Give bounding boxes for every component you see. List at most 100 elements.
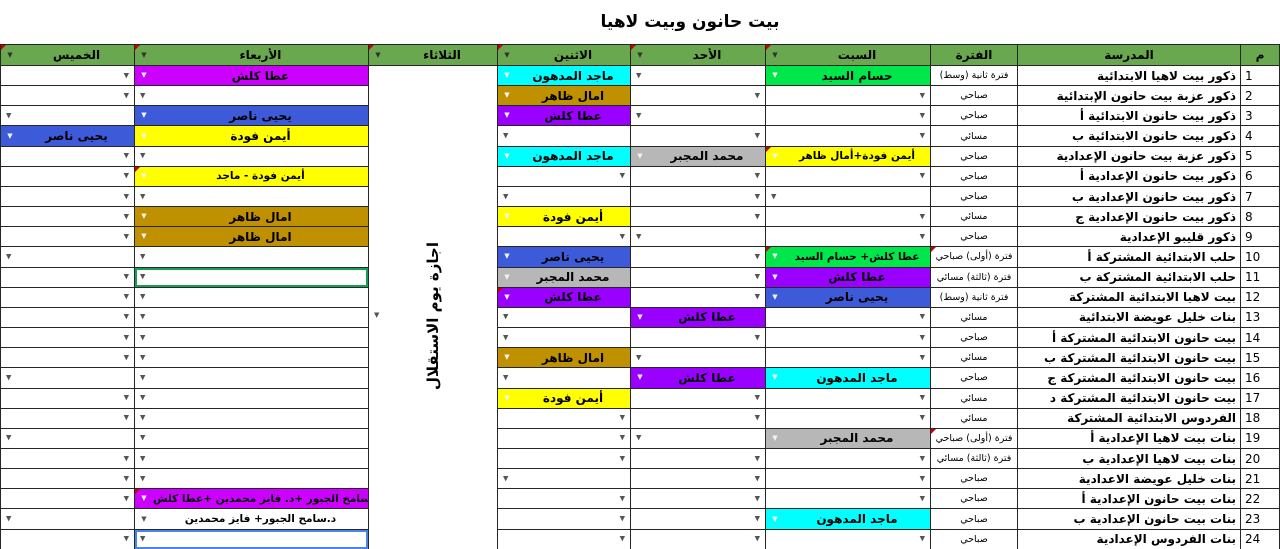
- dropdown-arrow-icon[interactable]: ▼: [140, 454, 146, 463]
- cell-dropdown-button[interactable]: ▼: [135, 126, 153, 145]
- dropdown-arrow-icon[interactable]: ▼: [504, 212, 510, 221]
- dropdown-arrow-icon[interactable]: ▼: [919, 413, 925, 422]
- assignment-cell[interactable]: ▼: [1, 469, 134, 490]
- assignment-cell[interactable]: ▼: [766, 166, 930, 187]
- assignment-cell[interactable]: ▼ ماجد المدهون: [766, 509, 930, 530]
- filter-dropdown-button[interactable]: ▼: [369, 45, 387, 65]
- assignment-cell[interactable]: ▼: [135, 428, 368, 449]
- dropdown-arrow-icon[interactable]: ▼: [504, 272, 510, 281]
- assignment-cell[interactable]: ▼: [631, 509, 765, 530]
- assignment-cell[interactable]: ▼: [135, 529, 368, 549]
- dropdown-arrow-icon[interactable]: ▼: [919, 131, 925, 140]
- assignment-cell[interactable]: ▼: [631, 428, 765, 449]
- dropdown-arrow-icon[interactable]: ▼: [754, 474, 760, 483]
- dropdown-arrow-icon[interactable]: ▼: [754, 454, 760, 463]
- assignment-cell[interactable]: ▼: [135, 328, 368, 349]
- dropdown-arrow-icon[interactable]: ▼: [140, 91, 146, 100]
- assignment-cell[interactable]: ▼: [498, 509, 630, 530]
- cell-dropdown-button[interactable]: ▼: [135, 227, 153, 246]
- dropdown-arrow-icon[interactable]: ▼: [504, 111, 510, 120]
- assignment-cell[interactable]: ▼ د.سامح الجبور +د. فايز محمدين +عطا كلش: [135, 489, 368, 510]
- dropdown-arrow-icon[interactable]: ▼: [919, 212, 925, 221]
- assignment-cell[interactable]: ▼ امال ظاهر: [135, 207, 368, 228]
- dropdown-arrow-icon[interactable]: ▼: [6, 433, 12, 442]
- dropdown-arrow-icon[interactable]: ▼: [140, 333, 146, 342]
- assignment-cell[interactable]: ▼: [498, 469, 630, 490]
- dropdown-arrow-icon[interactable]: ▼: [636, 433, 642, 442]
- assignment-cell[interactable]: ▼: [1, 509, 134, 530]
- dropdown-arrow-icon[interactable]: ▼: [754, 292, 760, 301]
- assignment-cell[interactable]: ▼: [1, 66, 134, 87]
- assignment-cell[interactable]: ▼: [1, 287, 134, 308]
- cell-dropdown-button[interactable]: ▼: [498, 389, 516, 408]
- cell-dropdown-button[interactable]: ▼: [498, 207, 516, 226]
- assignment-cell[interactable]: ▼: [631, 247, 765, 268]
- assignment-cell[interactable]: ▼ د.سامح الجبور+ فايز محمدين: [135, 509, 368, 530]
- dropdown-arrow-icon[interactable]: ▼: [140, 151, 146, 160]
- dropdown-arrow-icon[interactable]: ▼: [919, 171, 925, 180]
- dropdown-arrow-icon[interactable]: ▼: [504, 50, 510, 59]
- assignment-cell[interactable]: ▼: [135, 86, 368, 107]
- assignment-cell[interactable]: ▼: [766, 469, 930, 490]
- dropdown-arrow-icon[interactable]: ▼: [140, 534, 146, 543]
- assignment-cell[interactable]: ▼: [766, 529, 930, 549]
- dropdown-arrow-icon[interactable]: ▼: [123, 413, 129, 422]
- dropdown-arrow-icon[interactable]: ▼: [141, 71, 147, 80]
- dropdown-arrow-icon[interactable]: ▼: [754, 514, 760, 523]
- assignment-cell[interactable]: ▼ ماجد المدهون: [498, 66, 630, 87]
- assignment-cell[interactable]: ▼: [631, 227, 765, 248]
- dropdown-arrow-icon[interactable]: ▼: [636, 71, 642, 80]
- dropdown-arrow-icon[interactable]: ▼: [140, 272, 146, 281]
- assignment-cell[interactable]: ▼: [631, 66, 765, 87]
- dropdown-arrow-icon[interactable]: ▼: [754, 272, 760, 281]
- dropdown-arrow-icon[interactable]: ▼: [919, 353, 925, 362]
- assignment-cell[interactable]: ▼: [1, 388, 134, 409]
- dropdown-arrow-icon[interactable]: ▼: [123, 212, 129, 221]
- dropdown-arrow-icon[interactable]: ▼: [919, 474, 925, 483]
- cell-dropdown-button[interactable]: ▼: [135, 106, 153, 125]
- assignment-cell[interactable]: ▼: [766, 207, 930, 228]
- dropdown-arrow-icon[interactable]: ▼: [123, 353, 129, 362]
- assignment-cell[interactable]: ▼ محمد المجبر: [631, 146, 765, 167]
- assignment-cell[interactable]: ▼ أيمن فودة: [498, 388, 630, 409]
- cell-dropdown-button[interactable]: ▼: [1, 126, 19, 145]
- dropdown-arrow-icon[interactable]: ▼: [6, 514, 12, 523]
- dropdown-arrow-icon[interactable]: ▼: [503, 192, 509, 201]
- dropdown-arrow-icon[interactable]: ▼: [123, 91, 129, 100]
- assignment-cell[interactable]: ▼: [498, 166, 630, 187]
- assignment-cell[interactable]: ▼ يحيى ناصر: [766, 287, 930, 308]
- assignment-cell[interactable]: ▼: [631, 86, 765, 107]
- cell-dropdown-button[interactable]: ▼: [135, 509, 153, 528]
- cell-dropdown-button[interactable]: ▼: [135, 489, 153, 508]
- assignment-cell[interactable]: ▼ عطا كلش: [766, 267, 930, 288]
- dropdown-arrow-icon[interactable]: ▼: [619, 494, 625, 503]
- assignment-cell[interactable]: ▼: [1, 166, 134, 187]
- dropdown-arrow-icon[interactable]: ▼: [772, 373, 778, 382]
- assignment-cell[interactable]: ▼: [1, 186, 134, 208]
- filter-dropdown-button[interactable]: ▼: [135, 45, 153, 65]
- dropdown-arrow-icon[interactable]: ▼: [140, 312, 146, 321]
- dropdown-arrow-icon[interactable]: ▼: [141, 131, 147, 140]
- assignment-cell[interactable]: ▼: [1, 368, 134, 389]
- dropdown-arrow-icon[interactable]: ▼: [619, 454, 625, 463]
- assignment-cell[interactable]: ▼: [631, 166, 765, 187]
- assignment-cell[interactable]: ▼: [1, 529, 134, 549]
- cell-dropdown-button[interactable]: ▼: [498, 147, 516, 166]
- assignment-cell[interactable]: ▼: [1, 448, 134, 470]
- cell-dropdown-button[interactable]: ▼: [498, 66, 516, 85]
- dropdown-arrow-icon[interactable]: ▼: [123, 454, 129, 463]
- dropdown-arrow-icon[interactable]: ▼: [123, 272, 129, 281]
- dropdown-arrow-icon[interactable]: ▼: [754, 91, 760, 100]
- filter-dropdown-button[interactable]: ▼: [766, 45, 784, 65]
- assignment-cell[interactable]: ▼: [498, 328, 630, 349]
- assignment-cell[interactable]: ▼: [1, 348, 134, 369]
- cell-dropdown-button[interactable]: ▼: [631, 368, 649, 387]
- dropdown-arrow-icon[interactable]: ▼: [7, 50, 13, 59]
- dropdown-arrow-icon[interactable]: ▼: [6, 373, 12, 382]
- assignment-cell[interactable]: ▼: [766, 227, 930, 248]
- assignment-cell[interactable]: ▼ أيمن فودة: [498, 207, 630, 228]
- dropdown-arrow-icon[interactable]: ▼: [754, 171, 760, 180]
- dropdown-arrow-icon[interactable]: ▼: [504, 151, 510, 160]
- cell-dropdown-button[interactable]: ▼: [135, 207, 153, 226]
- assignment-cell[interactable]: ▼: [631, 348, 765, 369]
